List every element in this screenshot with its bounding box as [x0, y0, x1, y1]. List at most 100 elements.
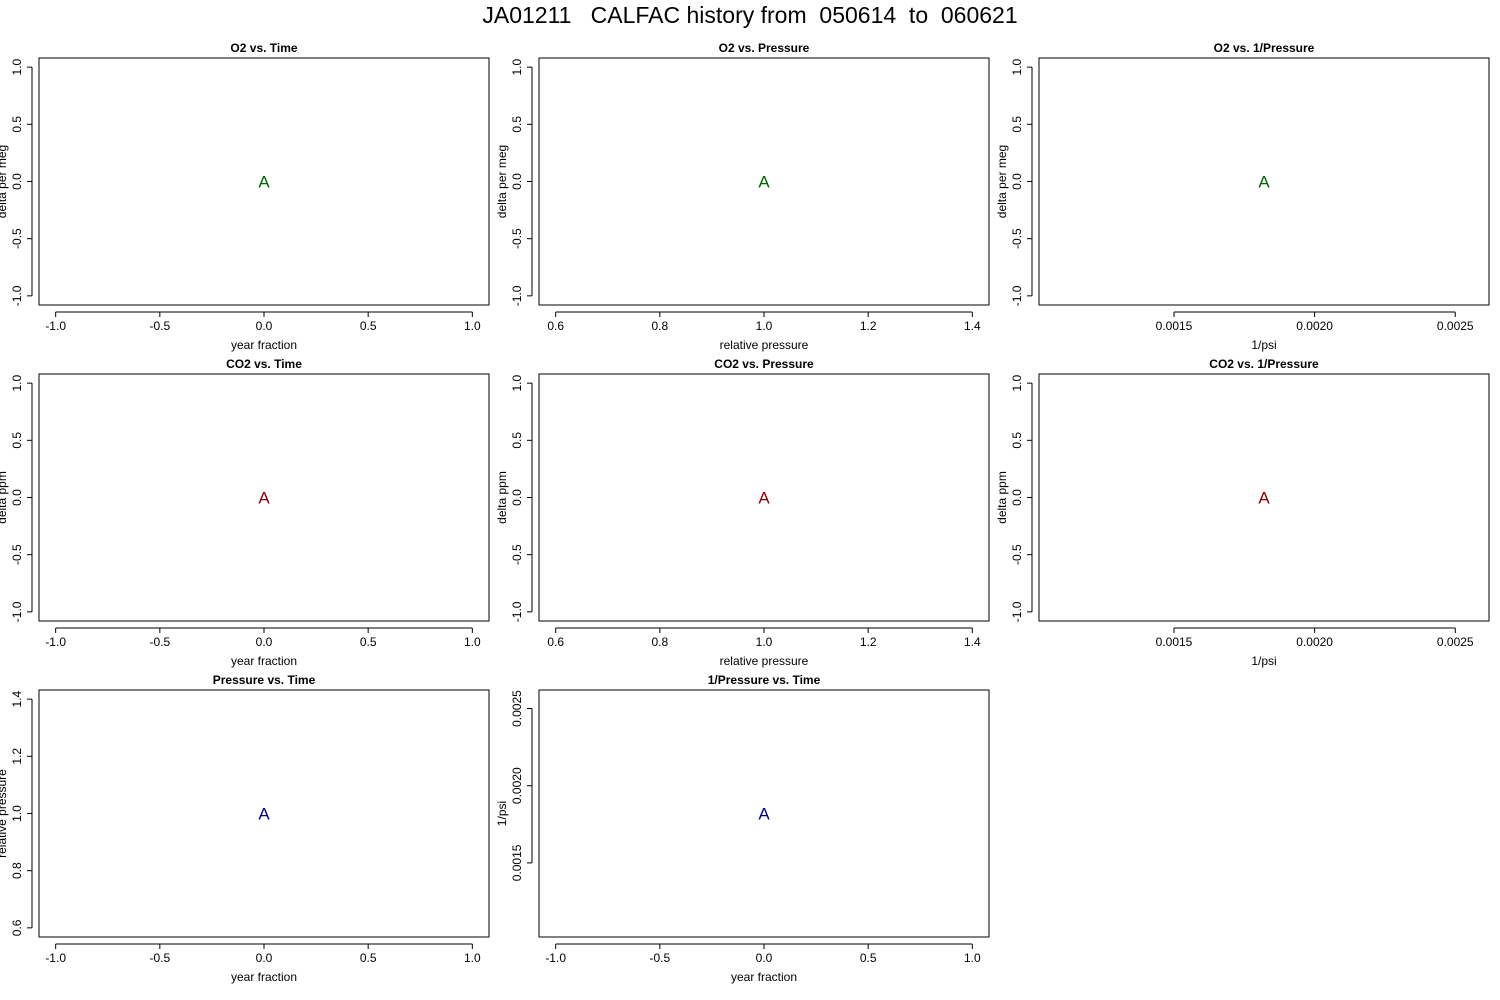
chart-panel: CO2 vs. Time -1.0 -0.5 0.0 0.5 1.0 -1.0 -0.5 0.0…: [0, 357, 490, 668]
x-tick-label: 1.0: [756, 635, 773, 649]
x-tick-label: 0.0020: [1296, 635, 1333, 649]
panel-title: CO2 vs. Pressure: [714, 357, 814, 371]
panel-title: O2 vs. Time: [230, 41, 297, 55]
x-tick-label: 1.2: [860, 635, 877, 649]
x-tick-label: 0.0025: [1437, 319, 1474, 333]
y-tick-label: 1.0: [10, 374, 24, 391]
y-tick-label: 0.5: [1010, 432, 1024, 449]
data-point: A: [1258, 173, 1270, 192]
page-title: JA01211 CALFAC history from 050614 to 06…: [482, 2, 1018, 28]
x-axis-label: 1/psi: [1251, 654, 1276, 668]
y-tick-label: -1.0: [1010, 285, 1024, 306]
x-tick-label: 1.0: [464, 319, 481, 333]
x-tick-label: 0.5: [360, 319, 377, 333]
x-tick-label: 1.4: [964, 319, 981, 333]
data-point: A: [758, 489, 770, 508]
x-tick-label: -0.5: [149, 635, 170, 649]
y-tick-label: 0.0015: [510, 844, 524, 881]
y-tick-label: -0.5: [510, 544, 524, 565]
data-point: A: [258, 173, 270, 192]
y-tick-label: 0.0: [10, 173, 24, 190]
y-tick-label: 1.0: [10, 805, 24, 822]
plot-frame: [1038, 373, 1490, 622]
data-point: A: [258, 805, 270, 824]
plot-frame: [538, 689, 990, 938]
data-point: A: [258, 489, 270, 508]
y-axis-label: delta per meg: [495, 145, 509, 218]
plot-frame: [38, 373, 490, 622]
x-tick-label: 0.5: [360, 635, 377, 649]
y-tick-label: 0.0025: [510, 690, 524, 727]
x-tick-label: 0.8: [651, 319, 668, 333]
y-tick-label: -1.0: [10, 601, 24, 622]
y-tick-label: 0.0: [10, 489, 24, 506]
y-tick-label: 1.0: [510, 374, 524, 391]
x-axis-label: year fraction: [231, 338, 297, 352]
x-axis-label: 1/psi: [1251, 338, 1276, 352]
x-tick-label: 0.8: [651, 635, 668, 649]
panel-title: O2 vs. Pressure: [719, 41, 810, 55]
data-point: A: [758, 173, 770, 192]
x-tick-label: 0.0: [256, 951, 273, 965]
x-axis-label: year fraction: [231, 970, 297, 984]
panel-title: CO2 vs. Time: [226, 357, 302, 371]
x-tick-label: -1.0: [45, 319, 66, 333]
x-tick-label: 1.4: [964, 635, 981, 649]
x-tick-label: 1.0: [464, 635, 481, 649]
y-axis-label: delta ppm: [495, 471, 509, 524]
panel-title: O2 vs. 1/Pressure: [1214, 41, 1315, 55]
x-tick-label: 0.0020: [1296, 319, 1333, 333]
plot-frame: [38, 689, 490, 938]
y-tick-label: 0.5: [510, 116, 524, 133]
y-axis-label: delta ppm: [0, 471, 9, 524]
x-tick-label: -0.5: [149, 951, 170, 965]
x-tick-label: -1.0: [45, 951, 66, 965]
x-tick-label: 0.5: [860, 951, 877, 965]
x-tick-label: -0.5: [149, 319, 170, 333]
chart-panel: O2 vs. Pressure 0.6 0.8 1.0 1.2 1.4 -1.0 -0.5 0.…: [495, 41, 990, 352]
x-axis-label: year fraction: [231, 654, 297, 668]
y-axis-label: delta ppm: [995, 471, 1009, 524]
chart-panel: CO2 vs. 1/Pressure 0.0015 0.0020 0.0025 -1.0…: [995, 357, 1490, 668]
y-axis-label: relative pressure: [0, 769, 9, 858]
y-tick-label: -1.0: [510, 285, 524, 306]
x-axis-label: relative pressure: [720, 654, 809, 668]
x-tick-label: 0.5: [360, 951, 377, 965]
x-tick-label: 0.0015: [1156, 319, 1193, 333]
data-point: A: [1258, 489, 1270, 508]
x-tick-label: 1.0: [964, 951, 981, 965]
y-tick-label: 0.5: [10, 432, 24, 449]
plot-frame: [38, 57, 490, 306]
y-tick-label: -0.5: [510, 228, 524, 249]
x-tick-label: 1.0: [464, 951, 481, 965]
y-tick-label: 1.0: [10, 58, 24, 75]
x-tick-label: 0.6: [547, 319, 564, 333]
y-tick-label: 1.0: [1010, 58, 1024, 75]
y-tick-label: 0.0: [510, 489, 524, 506]
x-tick-label: -1.0: [545, 951, 566, 965]
x-tick-label: 0.0025: [1437, 635, 1474, 649]
y-tick-label: 0.0: [510, 173, 524, 190]
x-tick-label: 0.0: [756, 951, 773, 965]
chart-panel: CO2 vs. Pressure 0.6 0.8 1.0 1.2 1.4 -1.0 -0.5 0…: [495, 357, 990, 668]
y-tick-label: 0.0: [1010, 489, 1024, 506]
y-tick-label: 1.0: [1010, 374, 1024, 391]
x-tick-label: 0.0: [256, 319, 273, 333]
y-tick-label: -0.5: [10, 228, 24, 249]
chart-panel: 1/Pressure vs. Time -1.0 -0.5 0.0 0.5 1.0 0.00…: [495, 673, 990, 984]
x-axis-label: year fraction: [731, 970, 797, 984]
chart-panel: Pressure vs. Time -1.0 -0.5 0.0 0.5 1.0 0.6 0.8…: [0, 673, 490, 984]
y-tick-label: 0.0: [1010, 173, 1024, 190]
chart-panel: O2 vs. Time -1.0 -0.5 0.0 0.5 1.0 -1.0 -0.5 0.0 0…: [0, 41, 490, 352]
y-tick-label: 1.4: [10, 690, 24, 707]
y-axis-label: 1/psi: [495, 801, 509, 826]
y-tick-label: 0.5: [1010, 116, 1024, 133]
y-tick-label: 0.5: [10, 116, 24, 133]
plot-frame: [1038, 57, 1490, 306]
chart-panel: O2 vs. 1/Pressure 0.0015 0.0020 0.0025 -1.0 -…: [995, 41, 1490, 352]
y-tick-label: 0.0020: [510, 767, 524, 804]
y-tick-label: 0.6: [10, 919, 24, 936]
y-tick-label: -1.0: [1010, 601, 1024, 622]
y-tick-label: 1.0: [510, 58, 524, 75]
